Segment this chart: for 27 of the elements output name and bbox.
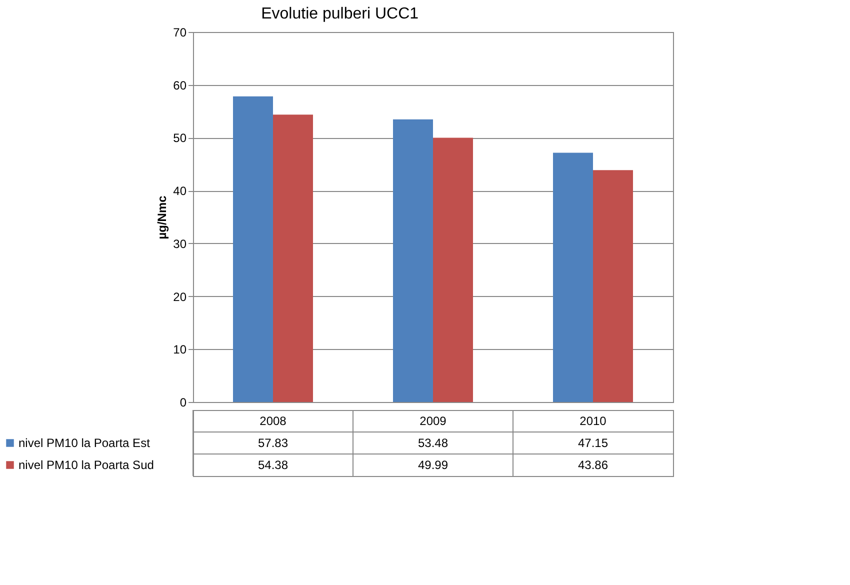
y-tick-label: 30	[173, 236, 187, 251]
data-label: 53.48	[418, 436, 448, 450]
x-tick-label: 2010	[580, 414, 607, 428]
data-label: 47.15	[578, 436, 608, 450]
y-axis-title: µg/Nmc	[155, 195, 170, 240]
y-tick-label: 40	[173, 184, 187, 198]
legend-label: nivel PM10 la Poarta Sud	[18, 458, 154, 472]
y-tick-label: 70	[173, 26, 187, 40]
bar	[233, 96, 273, 402]
y-tick-label: 60	[173, 78, 187, 92]
y-tick-label: 20	[173, 290, 187, 304]
bar	[593, 170, 633, 402]
bar	[553, 152, 593, 402]
chart-title: Evolutie pulberi UCC1	[261, 6, 419, 22]
bar	[273, 114, 313, 402]
data-label: 57.83	[258, 436, 288, 450]
data-label: 49.99	[418, 458, 448, 472]
data-label: 54.38	[258, 458, 288, 472]
legend-label: nivel PM10 la Poarta Est	[18, 436, 151, 450]
bar	[433, 138, 473, 402]
x-tick-label: 2009	[420, 414, 447, 428]
y-tick-label: 10	[173, 342, 187, 357]
y-tick-label: 50	[173, 131, 187, 146]
data-label: 43.86	[578, 458, 608, 472]
x-tick-label: 2008	[260, 414, 287, 428]
y-tick-label: 0	[180, 396, 187, 410]
bar	[393, 119, 433, 402]
